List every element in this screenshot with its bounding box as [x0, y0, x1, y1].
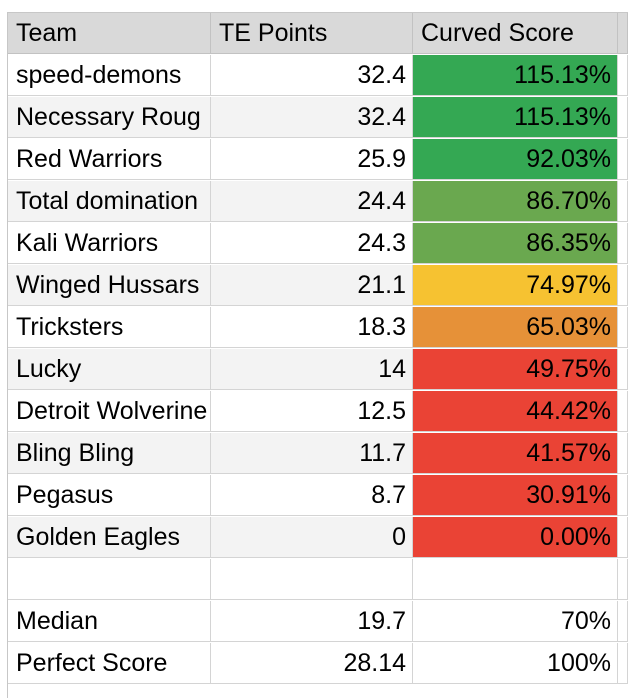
curved-score-cell[interactable]: 115.13%: [413, 55, 618, 96]
empty-cell[interactable]: [618, 13, 628, 54]
table-row: Red Warriors 25.9 92.03%: [8, 139, 628, 181]
te-points-cell[interactable]: 25.9: [211, 139, 413, 180]
curved-score-cell[interactable]: 74.97%: [413, 265, 618, 306]
table-row: speed-demons 32.4 115.13%: [8, 55, 628, 97]
te-points-cell[interactable]: 0: [211, 517, 413, 558]
empty-cell[interactable]: [8, 559, 211, 600]
row-header-strip: [0, 12, 8, 698]
empty-cell[interactable]: [618, 55, 628, 96]
blank-row: [8, 559, 628, 601]
curved-score-cell[interactable]: 86.70%: [413, 181, 618, 222]
curved-score-cell[interactable]: 92.03%: [413, 139, 618, 180]
te-points-cell[interactable]: 11.7: [211, 433, 413, 474]
te-points-cell[interactable]: 24.3: [211, 223, 413, 264]
empty-cell[interactable]: [618, 517, 628, 558]
curved-score-cell[interactable]: 30.91%: [413, 475, 618, 516]
curved-score-cell[interactable]: 44.42%: [413, 391, 618, 432]
team-cell[interactable]: Tricksters: [8, 307, 211, 348]
empty-cell[interactable]: [618, 559, 628, 600]
team-cell[interactable]: Total domination: [8, 181, 211, 222]
summary-label[interactable]: Perfect Score: [8, 643, 211, 684]
table-row: Necessary Roug 32.4 115.13%: [8, 97, 628, 139]
te-points-cell[interactable]: 18.3: [211, 307, 413, 348]
te-points-cell[interactable]: 8.7: [211, 475, 413, 516]
empty-cell[interactable]: [618, 349, 628, 390]
curved-score-cell[interactable]: 41.57%: [413, 433, 618, 474]
header-curved-score[interactable]: Curved Score: [413, 13, 618, 54]
team-cell[interactable]: speed-demons: [8, 55, 211, 96]
summary-score[interactable]: 70%: [413, 601, 618, 642]
empty-cell[interactable]: [618, 97, 628, 138]
empty-cell[interactable]: [211, 559, 413, 600]
table-row: Pegasus 8.7 30.91%: [8, 475, 628, 517]
table-row: Tricksters 18.3 65.03%: [8, 307, 628, 349]
header-te-points[interactable]: TE Points: [211, 13, 413, 54]
team-cell[interactable]: Necessary Roug: [8, 97, 211, 138]
table-row: Detroit Wolverine 12.5 44.42%: [8, 391, 628, 433]
curved-score-cell[interactable]: 49.75%: [413, 349, 618, 390]
team-cell[interactable]: Golden Eagles: [8, 517, 211, 558]
te-points-cell[interactable]: 32.4: [211, 97, 413, 138]
te-points-cell[interactable]: 14: [211, 349, 413, 390]
table-row: Bling Bling 11.7 41.57%: [8, 433, 628, 475]
empty-cell[interactable]: [618, 391, 628, 432]
te-points-cell[interactable]: 24.4: [211, 181, 413, 222]
empty-cell[interactable]: [618, 139, 628, 180]
summary-points[interactable]: 28.14: [211, 643, 413, 684]
summary-label[interactable]: Median: [8, 601, 211, 642]
table-row: Kali Warriors 24.3 86.35%: [8, 223, 628, 265]
table-row: Lucky 14 49.75%: [8, 349, 628, 391]
team-cell[interactable]: Bling Bling: [8, 433, 211, 474]
summary-row-perfect-score: Perfect Score 28.14 100%: [8, 643, 628, 685]
te-points-cell[interactable]: 32.4: [211, 55, 413, 96]
empty-cell[interactable]: [618, 601, 628, 642]
empty-cell[interactable]: [618, 265, 628, 306]
empty-cell[interactable]: [618, 181, 628, 222]
empty-cell[interactable]: [618, 307, 628, 348]
header-row: Team TE Points Curved Score: [8, 13, 628, 55]
team-cell[interactable]: Pegasus: [8, 475, 211, 516]
team-cell[interactable]: Detroit Wolverine: [8, 391, 211, 432]
team-cell[interactable]: Lucky: [8, 349, 211, 390]
empty-cell[interactable]: [618, 475, 628, 516]
empty-cell[interactable]: [618, 433, 628, 474]
table-row: Total domination 24.4 86.70%: [8, 181, 628, 223]
curved-score-cell[interactable]: 65.03%: [413, 307, 618, 348]
te-points-cell[interactable]: 12.5: [211, 391, 413, 432]
team-cell[interactable]: Winged Hussars: [8, 265, 211, 306]
team-cell[interactable]: Kali Warriors: [8, 223, 211, 264]
curved-score-cell[interactable]: 86.35%: [413, 223, 618, 264]
header-team[interactable]: Team: [8, 13, 211, 54]
curved-score-cell[interactable]: 0.00%: [413, 517, 618, 558]
summary-score[interactable]: 100%: [413, 643, 618, 684]
column-header-strip: [8, 0, 628, 13]
te-points-cell[interactable]: 21.1: [211, 265, 413, 306]
summary-row-median: Median 19.7 70%: [8, 601, 628, 643]
summary-points[interactable]: 19.7: [211, 601, 413, 642]
table-row: Golden Eagles 0 0.00%: [8, 517, 628, 559]
curved-score-cell[interactable]: 115.13%: [413, 97, 618, 138]
table-row: Winged Hussars 21.1 74.97%: [8, 265, 628, 307]
empty-cell[interactable]: [618, 223, 628, 264]
team-cell[interactable]: Red Warriors: [8, 139, 211, 180]
empty-cell[interactable]: [413, 559, 618, 600]
empty-cell[interactable]: [618, 643, 628, 684]
